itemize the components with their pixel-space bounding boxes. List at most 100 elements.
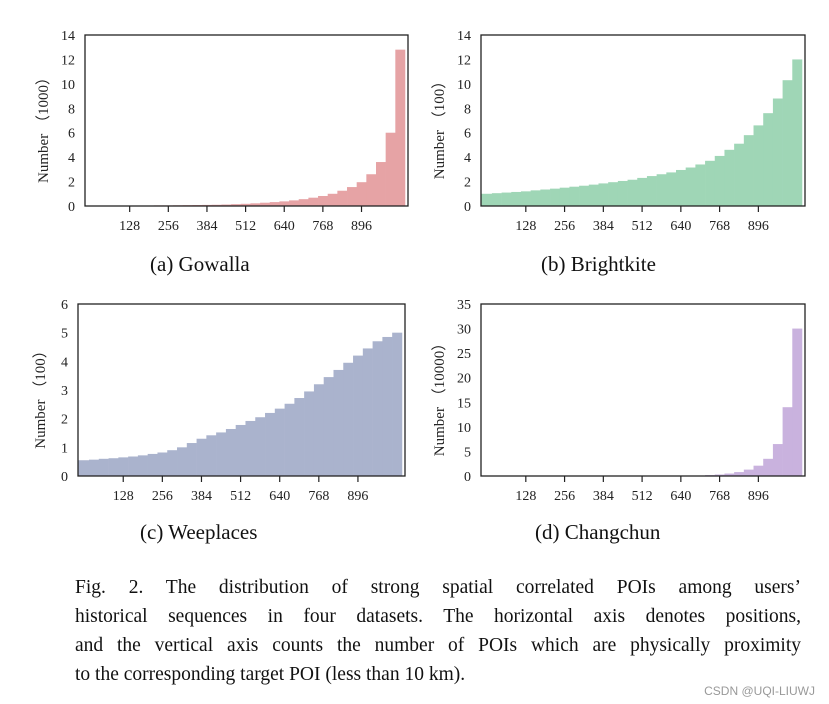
- bar: [743, 135, 754, 206]
- bar: [792, 59, 803, 206]
- bar: [714, 155, 725, 206]
- subcaption-b: (b) Brightkite: [541, 252, 656, 276]
- bar: [385, 132, 396, 206]
- bar: [231, 204, 242, 206]
- y-tick-label: 5: [61, 327, 68, 342]
- x-tick-label: 768: [308, 489, 329, 504]
- bar: [250, 203, 261, 206]
- bar: [685, 167, 696, 206]
- y-tick-label: 25: [457, 347, 471, 362]
- bar: [763, 113, 774, 206]
- bar: [147, 453, 158, 476]
- bar: [559, 187, 570, 206]
- y-tick-label: 3: [61, 384, 68, 399]
- chart-weeplaces: 128 256 384 512 640 768 896 0 1 2 3 4 5 6 Number （100）: [32, 298, 406, 504]
- bar: [128, 456, 139, 476]
- bar: [511, 191, 522, 206]
- plot-frame: [84, 34, 409, 207]
- bar: [225, 428, 236, 476]
- bar: [646, 176, 657, 206]
- bar: [235, 424, 246, 476]
- y-tick-label: 20: [457, 372, 471, 387]
- y-tick-label: 6: [68, 127, 75, 142]
- bar: [743, 469, 754, 476]
- bar: [724, 473, 735, 476]
- x-tick-label: 896: [351, 219, 372, 234]
- bar: [637, 177, 648, 206]
- bar: [337, 190, 348, 206]
- bar: [294, 398, 305, 476]
- x-tick-label: 640: [274, 219, 295, 234]
- y-tick-label: 8: [68, 102, 75, 117]
- bar: [481, 193, 493, 206]
- x-tick-label: 256: [554, 489, 575, 504]
- bar: [157, 452, 168, 476]
- x-tick-label: 384: [191, 489, 212, 504]
- bar: [579, 185, 590, 206]
- bar: [792, 328, 803, 476]
- bar: [327, 193, 338, 206]
- caption-line-2: historical sequences in four datasets. T…: [75, 606, 801, 627]
- bar: [392, 332, 403, 476]
- bar: [177, 447, 188, 476]
- bar: [382, 336, 393, 476]
- subcaption-d: (d) Changchun: [535, 520, 661, 544]
- bar: [343, 362, 354, 476]
- chart-changchun: 128 256 384 512 640 768 896 0 5 10 15 20 25 30 35 Numbe…: [431, 298, 806, 504]
- bar: [491, 193, 502, 206]
- bar: [714, 474, 725, 476]
- y-tick-label: 14: [457, 29, 471, 44]
- x-tick-label: 256: [554, 219, 575, 234]
- x-tick-label: 128: [113, 489, 134, 504]
- bar: [666, 172, 677, 206]
- caption-line-4: to the corresponding target POI (less th…: [75, 664, 466, 685]
- bar: [304, 391, 315, 476]
- bar: [627, 179, 638, 206]
- bar: [520, 191, 531, 206]
- bar: [353, 355, 364, 476]
- y-tick-label: 10: [457, 78, 471, 93]
- bar: [695, 164, 706, 206]
- bar: [540, 189, 551, 206]
- x-tick-label: 384: [593, 219, 614, 234]
- caption-line-3: and the vertical axis counts the number …: [75, 635, 801, 656]
- bar: [265, 412, 276, 476]
- plot-frame: [480, 34, 806, 207]
- x-tick-label: 512: [632, 219, 653, 234]
- bar: [221, 204, 232, 206]
- bar: [347, 187, 357, 206]
- bar: [550, 188, 561, 206]
- bar: [617, 180, 628, 206]
- x-tick-label: 128: [515, 219, 536, 234]
- bar: [318, 195, 329, 206]
- y-tick-label: 15: [457, 396, 471, 411]
- x-tick-label: 768: [312, 219, 333, 234]
- bar: [772, 444, 783, 476]
- x-tick-label: 512: [235, 219, 256, 234]
- x-tick-label: 128: [119, 219, 140, 234]
- bar: [308, 197, 319, 206]
- bar: [734, 143, 745, 206]
- y-tick-label: 4: [68, 151, 75, 166]
- bar: [705, 160, 716, 206]
- x-tick-label: 768: [709, 219, 730, 234]
- bar: [753, 465, 764, 476]
- bar: [279, 201, 290, 206]
- bar: [269, 202, 280, 206]
- bar: [274, 408, 285, 476]
- y-tick-label: 0: [61, 470, 68, 485]
- bar: [216, 432, 227, 476]
- bar: [608, 182, 619, 206]
- bar: [240, 203, 251, 206]
- x-tick-label: 128: [515, 489, 536, 504]
- subcaption-a: (a) Gowalla: [150, 252, 250, 276]
- y-tick-label: 6: [464, 127, 471, 142]
- plot-frame: [77, 303, 406, 477]
- bar: [206, 435, 217, 476]
- y-tick-label: 10: [457, 421, 471, 436]
- bar: [313, 384, 325, 476]
- y-tick-label: 0: [68, 200, 75, 215]
- bar: [186, 443, 197, 476]
- bar: [656, 174, 667, 206]
- x-tick-label: 896: [347, 489, 368, 504]
